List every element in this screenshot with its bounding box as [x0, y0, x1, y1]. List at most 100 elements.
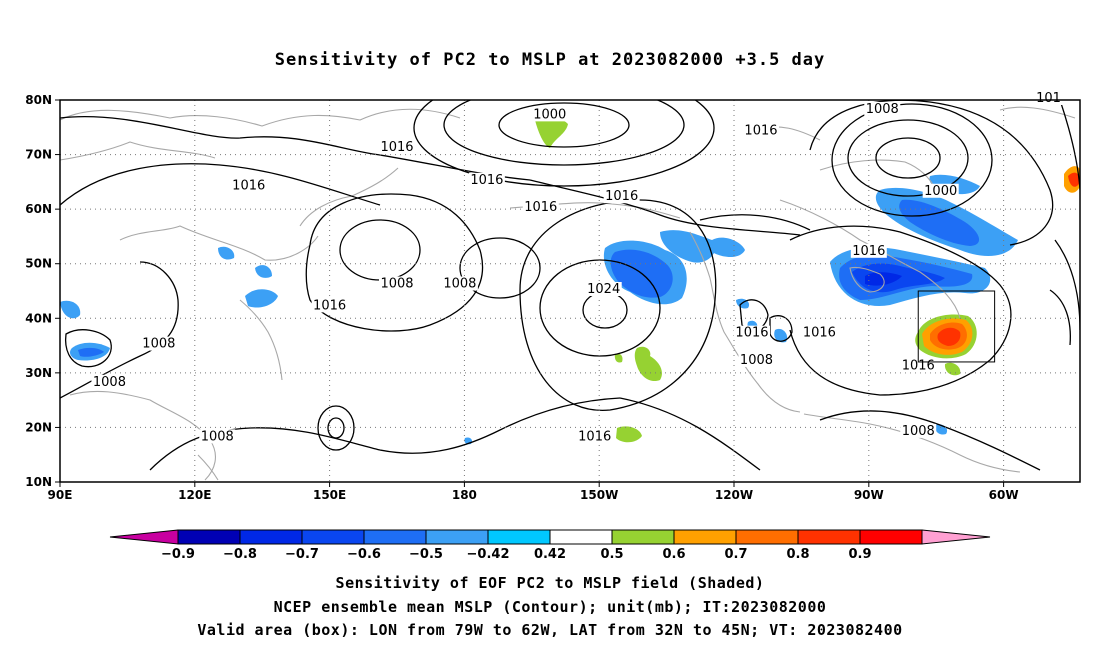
legend-swatch — [797, 529, 861, 545]
contour-label: 1016 — [735, 326, 768, 341]
legend-tick-label: 0.6 — [662, 547, 685, 562]
legend-swatch — [239, 529, 303, 545]
contour-label-bg — [379, 276, 416, 291]
lat-label: 20N — [25, 420, 52, 434]
legend-tick-label: 0.8 — [786, 547, 809, 562]
legend-under-triangle — [109, 529, 179, 545]
legend-swatch — [859, 529, 923, 545]
legend-swatch — [611, 529, 675, 545]
contour-label: 1016 — [524, 200, 557, 215]
legend-tick-label: −0.42 — [467, 547, 510, 562]
longitude-labels: 90E 120E 150E 180 150W 120W 90W 60W — [48, 482, 1019, 502]
contour-label: 1008 — [142, 337, 175, 352]
contour-label-bg — [379, 140, 416, 155]
contour-label: 1000 — [924, 184, 957, 199]
contour-label: 1016 — [803, 326, 836, 341]
contour-label: 1008 — [740, 353, 773, 368]
contour-label: 1016 — [470, 173, 503, 188]
contour-label: 101 — [1036, 91, 1061, 106]
contour-label-bg — [531, 107, 568, 122]
contour-label: 1008 — [866, 102, 899, 117]
contour-label-bg — [742, 123, 779, 138]
contour-label: 1008 — [443, 277, 476, 292]
lon-label: 120W — [715, 488, 753, 502]
lat-label: 70N — [25, 148, 52, 162]
legend-tick-label: −0.8 — [223, 547, 257, 562]
lon-label: 180 — [452, 488, 477, 502]
legend-tick-label: 0.7 — [724, 547, 747, 562]
contour-label: 1016 — [852, 244, 885, 259]
legend-swatch — [425, 529, 489, 545]
contour-label-bg — [603, 189, 640, 204]
legend-swatch — [177, 529, 241, 545]
lon-label: 60W — [989, 488, 1019, 502]
legend-swatch — [735, 529, 799, 545]
valid-area-box — [917, 290, 996, 363]
contour-label-bg — [864, 101, 901, 116]
lat-label: 10N — [25, 475, 52, 489]
legend-swatch — [487, 529, 551, 545]
legend-tick-label: 0.9 — [848, 547, 871, 562]
contour-label-bg — [468, 172, 505, 187]
lon-label: 150E — [313, 488, 346, 502]
contour-label: 1008 — [93, 375, 126, 390]
contour-label-bg — [738, 352, 775, 367]
legend-swatch — [673, 529, 737, 545]
lon-label: 150W — [580, 488, 618, 502]
contour-label-bg — [900, 423, 937, 438]
contour-label: 1016 — [578, 429, 611, 444]
lat-label: 80N — [25, 93, 52, 107]
contour-label-bg — [801, 325, 838, 340]
latitude-labels: 80N 70N 60N 50N 40N 30N 20N 10N — [25, 93, 60, 489]
contour-label: 1016 — [232, 178, 265, 193]
lat-label: 50N — [25, 257, 52, 271]
lat-label: 60N — [25, 202, 52, 216]
caption-line-1: Sensitivity of EOF PC2 to MSLP field (Sh… — [335, 574, 765, 592]
map-frame — [59, 99, 1081, 483]
legend-tick-label: 0.5 — [600, 547, 623, 562]
contour-label-bg — [311, 298, 348, 313]
contour-labels: 1000 1016 1016 1016 1016 1016 1016 1008 1000 1016… — [91, 91, 1063, 444]
sensitivity-shading — [60, 116, 1080, 445]
lon-label: 90W — [854, 488, 884, 502]
legend-tick-label: 0.42 — [534, 547, 566, 562]
contour-label: 1024 — [587, 282, 620, 297]
legend-swatch — [363, 529, 427, 545]
caption-line-3: Valid area (box): LON from 79W to 62W, L… — [197, 621, 903, 639]
lat-label: 30N — [25, 366, 52, 380]
contour-label-bg — [230, 178, 267, 193]
lon-label: 120E — [178, 488, 211, 502]
legend-swatch — [549, 529, 613, 545]
contour-label: 1016 — [744, 124, 777, 139]
map-title: Sensitivity of PC2 to MSLP at 2023082000… — [274, 50, 826, 70]
contour-label-bg — [850, 243, 887, 258]
contour-label-bg — [576, 429, 613, 444]
legend-tick-label: −0.7 — [285, 547, 319, 562]
contour-label: 1000 — [533, 107, 566, 122]
caption-line-2: NCEP ensemble mean MSLP (Contour); unit(… — [273, 598, 827, 616]
lon-label: 90E — [48, 488, 73, 502]
legend-tick-label: −0.5 — [409, 547, 443, 562]
contour-label: 1016 — [313, 298, 346, 313]
legend-tick-label: −0.9 — [161, 547, 195, 562]
contour-label-bg — [922, 183, 959, 198]
contour-label-bg — [199, 429, 236, 444]
contour-label-bg — [585, 282, 622, 296]
contour-label: 1008 — [902, 424, 935, 439]
contour-label: 1008 — [201, 429, 234, 444]
contour-label-bg — [441, 276, 478, 291]
legend-swatch — [301, 529, 365, 545]
color-legend: −0.9 −0.8 −0.7 −0.6 −0.5 −0.42 0.42 0.5 0.6 0.7 0.… — [109, 529, 991, 562]
contour-label: 1016 — [605, 189, 638, 204]
contour-label: 1016 — [380, 140, 413, 155]
contour-label-bg — [733, 325, 770, 340]
legend-over-triangle — [921, 529, 991, 545]
legend-tick-label: −0.6 — [347, 547, 381, 562]
contour-label: 1008 — [380, 277, 413, 292]
contour-label-bg — [522, 200, 559, 215]
contour-label-bg — [91, 374, 128, 389]
lat-label: 40N — [25, 311, 52, 325]
contour-label-bg — [140, 336, 177, 351]
contour-label-bg — [1034, 91, 1063, 105]
